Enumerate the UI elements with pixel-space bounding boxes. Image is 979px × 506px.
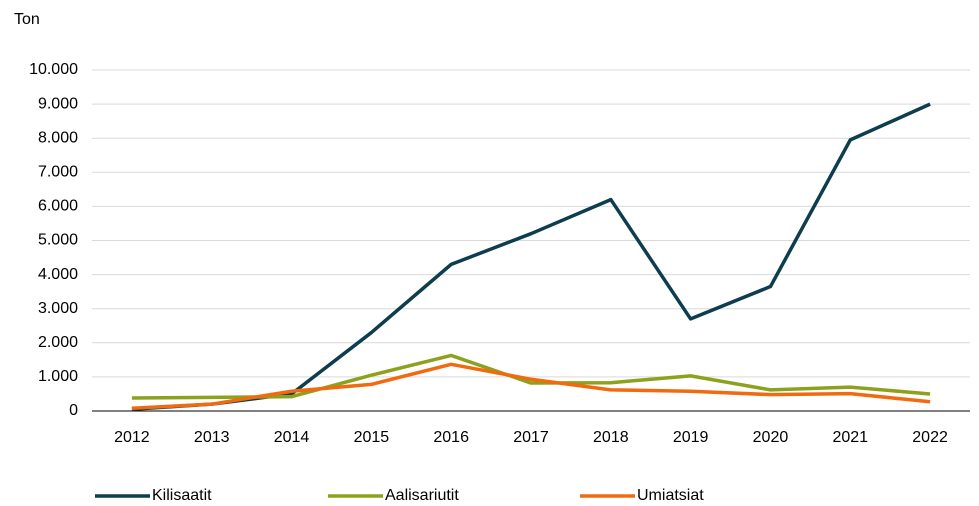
y-tick-label: 7.000 bbox=[38, 164, 78, 181]
x-tick-label: 2021 bbox=[832, 429, 868, 446]
y-tick-label: 9.000 bbox=[38, 95, 78, 112]
legend-label: Aalisariutit bbox=[385, 487, 459, 504]
x-tick-label: 2012 bbox=[114, 429, 150, 446]
y-tick-label: 3.000 bbox=[38, 300, 78, 317]
x-tick-label: 2018 bbox=[593, 429, 629, 446]
y-tick-label: 4.000 bbox=[38, 266, 78, 283]
y-tick-label: 6.000 bbox=[38, 198, 78, 215]
x-tick-label: 2013 bbox=[194, 429, 230, 446]
x-tick-label: 2020 bbox=[753, 429, 789, 446]
y-tick-label: 2.000 bbox=[38, 334, 78, 351]
legend-label: Kilisaatit bbox=[152, 487, 212, 504]
x-tick-label: 2016 bbox=[433, 429, 469, 446]
x-tick-label: 2014 bbox=[274, 429, 310, 446]
y-tick-label: 10.000 bbox=[29, 61, 78, 78]
y-tick-label: 5.000 bbox=[38, 232, 78, 249]
series-line bbox=[131, 102, 931, 412]
y-tick-label: 0 bbox=[69, 402, 78, 419]
y-axis-label: Ton bbox=[14, 11, 40, 28]
x-tick-label: 2017 bbox=[513, 429, 549, 446]
series-line bbox=[131, 362, 931, 411]
y-tick-label: 8.000 bbox=[38, 129, 78, 146]
y-tick-label: 1.000 bbox=[38, 368, 78, 385]
x-tick-label: 2015 bbox=[354, 429, 390, 446]
x-tick-label: 2019 bbox=[673, 429, 709, 446]
legend-label: Umiatsiat bbox=[637, 487, 704, 504]
x-tick-label: 2022 bbox=[912, 429, 948, 446]
